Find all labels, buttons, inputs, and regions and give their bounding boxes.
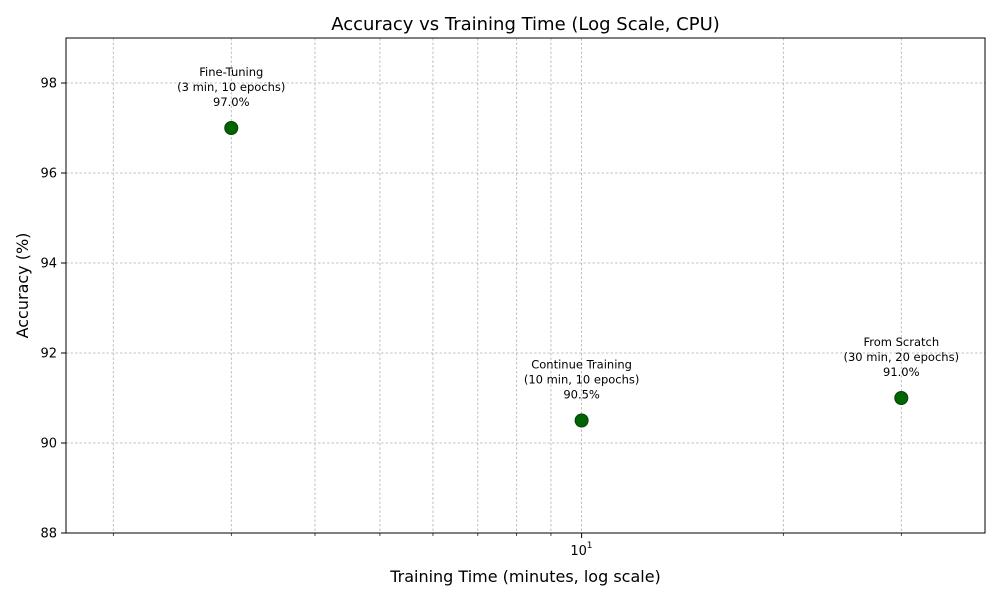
data-point (574, 413, 589, 428)
point-annotation-line: Continue Training (531, 358, 632, 372)
point-annotation-line: 97.0% (213, 95, 250, 109)
y-tick-label: 88 (40, 527, 57, 542)
point-annotation-line: 91.0% (883, 365, 920, 379)
point-annotation-line: From Scratch (863, 335, 939, 349)
x-tick-label: 10 (570, 544, 587, 559)
data-point (224, 121, 239, 135)
data-point (894, 391, 909, 405)
y-tick-label: 98 (40, 77, 57, 92)
point-annotation-line: Fine-Tuning (199, 65, 263, 79)
points-layer (224, 121, 909, 428)
point-annotation-line: 90.5% (563, 388, 600, 402)
y-tick-label: 92 (40, 347, 57, 362)
chart-title: Accuracy vs Training Time (Log Scale, CP… (331, 14, 720, 35)
point-annotation-line: (10 min, 10 epochs) (524, 373, 640, 387)
y-axis-label: Accuracy (%) (13, 233, 32, 339)
annotations-layer: Fine-Tuning(3 min, 10 epochs)97.0% Contin… (177, 65, 959, 402)
y-tick-label: 90 (40, 437, 57, 452)
y-tick-label: 96 (40, 167, 57, 182)
grid-layer (66, 38, 985, 534)
plot-frame (65, 37, 986, 534)
ticks-layer: 88 90 92 94 96 98 10 1 (40, 77, 902, 559)
point-annotation-line: (30 min, 20 epochs) (844, 350, 960, 364)
point-annotation-line: (3 min, 10 epochs) (177, 80, 285, 94)
y-tick-label: 94 (40, 257, 57, 272)
x-tick-exponent: 1 (587, 541, 593, 551)
x-axis-label: Training Time (minutes, log scale) (389, 567, 661, 586)
